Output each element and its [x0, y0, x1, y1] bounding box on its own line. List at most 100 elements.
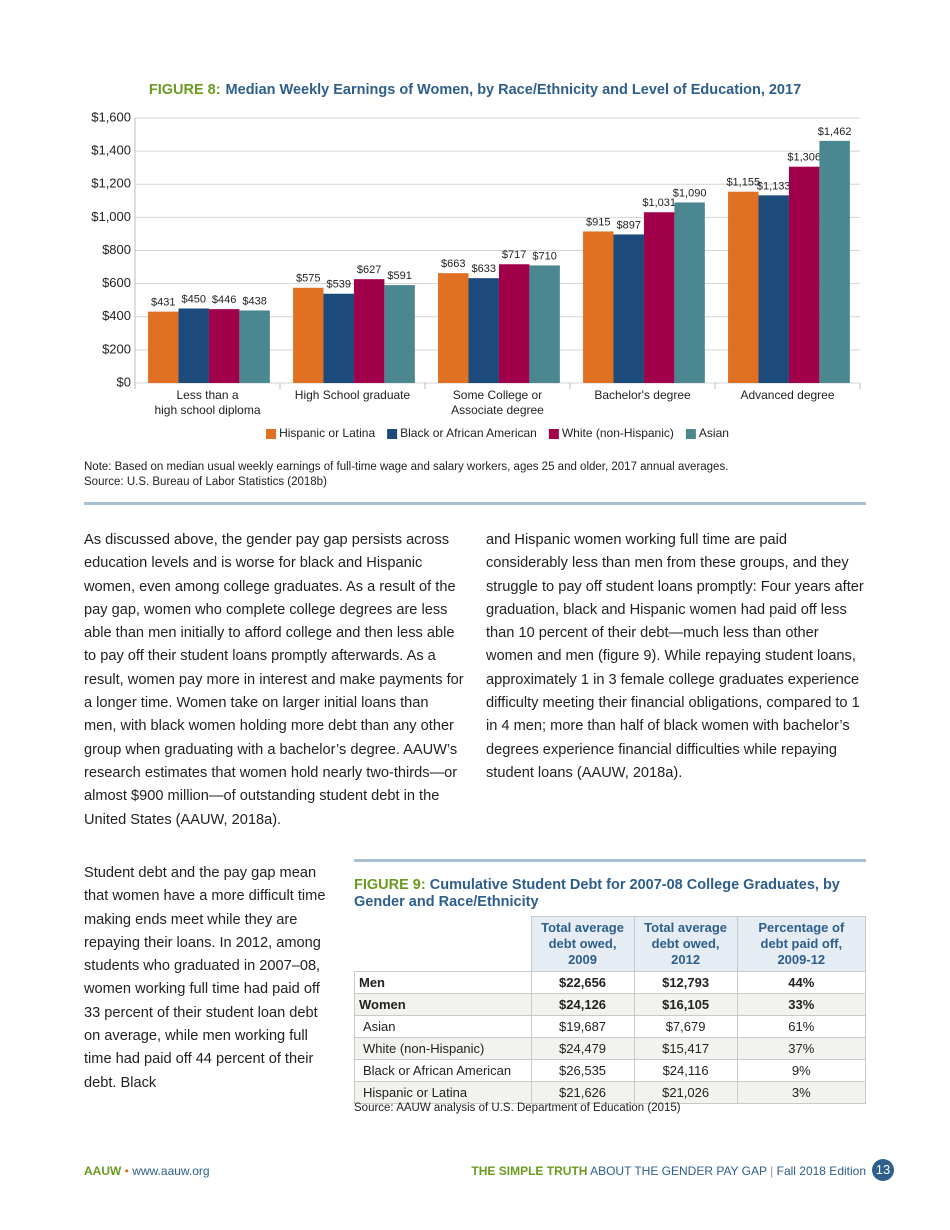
value-label: $1,462	[818, 126, 852, 138]
y-tick-label: $400	[102, 308, 131, 323]
org: AAUW	[84, 1164, 122, 1178]
value-label: $575	[296, 273, 320, 285]
value-label: $438	[242, 295, 266, 307]
legend-label: White (non-Hispanic)	[562, 426, 674, 440]
bar	[529, 265, 560, 383]
paragraph: and Hispanic women working full time are…	[486, 532, 864, 781]
legend: Hispanic or Latina Black or African Ameri…	[266, 426, 729, 440]
table-cell: 3%	[736, 1081, 867, 1104]
bar	[613, 234, 644, 383]
value-label: $1,155	[726, 177, 760, 189]
legend-label: Asian	[699, 426, 729, 440]
legend-swatch	[685, 429, 696, 439]
table-cell: $26,535	[530, 1059, 635, 1082]
bar	[498, 264, 530, 383]
value-label: $915	[586, 216, 610, 228]
bar	[674, 202, 705, 383]
value-label: $450	[181, 293, 205, 305]
page-number: 13	[872, 1159, 894, 1181]
table-cell: 9%	[736, 1059, 867, 1082]
bar	[438, 273, 469, 383]
value-label: $1,090	[673, 187, 707, 199]
y-tick-label: $200	[102, 341, 131, 356]
value-label: $633	[471, 263, 495, 275]
table-cell: $21,026	[633, 1081, 738, 1104]
legend-swatch	[548, 429, 559, 439]
header-cell: Total average debt owed, 2012	[633, 916, 738, 972]
bar	[583, 231, 614, 383]
table-cell: 33%	[736, 993, 867, 1016]
table-cell: Women	[354, 993, 532, 1016]
x-tick-label: Less than a high school diploma	[154, 388, 261, 417]
y-tick-label: $800	[102, 242, 131, 257]
table-source: Source: AAUW analysis of U.S. Department…	[354, 1102, 681, 1114]
value-label: $591	[387, 270, 411, 282]
table-cell: $24,126	[530, 993, 635, 1016]
legend-label: Hispanic or Latina	[279, 426, 375, 440]
paragraph: As discussed above, the gender pay gap p…	[84, 532, 464, 828]
y-tick-label: $1,400	[91, 143, 131, 158]
paragraph: Student debt and the pay gap mean that w…	[84, 865, 326, 1091]
bar	[293, 287, 324, 383]
rule	[354, 859, 866, 862]
chart: FIGURE 8: Median Weekly Earnings of Women…	[91, 82, 861, 440]
x-tick-label: High School graduate	[294, 388, 411, 402]
value-label: $897	[616, 219, 640, 231]
header-row: Total average debt owed, 2009 Total avera…	[354, 916, 867, 972]
value-label: $431	[151, 297, 175, 309]
table-cell: $7,679	[633, 1015, 738, 1038]
table-cell: $21,626	[530, 1081, 635, 1104]
table-cell: 37%	[736, 1037, 867, 1060]
bar	[728, 191, 759, 383]
table-cell: $22,656	[530, 971, 635, 994]
table-row: Asian $19,687 $7,679 61%	[354, 1015, 867, 1038]
table-cell: $12,793	[633, 971, 738, 994]
table-cell: 44%	[736, 971, 867, 994]
footer-right: THE SIMPLE TRUTH ABOUT THE GENDER PAY GA…	[471, 1164, 866, 1178]
value-label: $710	[532, 250, 556, 262]
table-cell: 61%	[736, 1015, 867, 1038]
header-cell: Percentage of debt paid off, 2009-12	[736, 916, 867, 972]
table-row: Black or African American $26,535 $24,116 9…	[354, 1059, 867, 1082]
value-label: $663	[441, 258, 465, 270]
value-label: $539	[326, 279, 350, 291]
bar	[819, 140, 850, 383]
value-label: $1,133	[757, 180, 791, 192]
title-text: Cumulative Student Debt for 2007-08 Coll…	[354, 877, 840, 910]
x-tick-label: Bachelor's degree	[594, 388, 691, 402]
figure-label: FIGURE 8:	[149, 82, 221, 98]
note: Note: Based on median usual weekly earni…	[84, 461, 729, 473]
x-tick-label: Some College or Associate degree	[451, 388, 544, 417]
bar	[788, 166, 820, 383]
table-cell: White (non-Hispanic)	[354, 1037, 532, 1060]
chart-title: FIGURE 8: Median Weekly Earnings of Women…	[149, 82, 801, 98]
bar	[208, 309, 240, 383]
table-cell: $24,479	[530, 1037, 635, 1060]
bar	[384, 285, 415, 383]
bar	[643, 212, 675, 383]
separator: |	[770, 1164, 774, 1178]
bar	[178, 308, 209, 383]
value-label: $627	[357, 264, 381, 276]
table-cell: $24,116	[633, 1059, 738, 1082]
bar	[239, 310, 270, 383]
title-text: Median Weekly Earnings of Women, by Race…	[226, 82, 802, 98]
table-cell: $15,417	[633, 1037, 738, 1060]
y-tick-label: $600	[102, 275, 131, 290]
table-cell: Men	[354, 971, 532, 994]
bar	[148, 311, 179, 383]
value-label: $717	[502, 249, 526, 261]
table-row: Women $24,126 $16,105 33%	[354, 993, 867, 1016]
rule	[84, 502, 866, 505]
table-row: Men $22,656 $12,793 44%	[354, 971, 867, 994]
table-row: White (non-Hispanic) $24,479 $15,417 37%	[354, 1037, 867, 1060]
table-cell: Hispanic or Latina	[354, 1081, 532, 1104]
table-row: Hispanic or Latina $21,626 $21,026 3%	[354, 1081, 867, 1104]
table-cell: Asian	[354, 1015, 532, 1038]
footer-title-rest: ABOUT THE GENDER PAY GAP	[590, 1164, 767, 1178]
legend-label: Black or African American	[400, 426, 537, 440]
legend-swatch	[266, 429, 277, 439]
y-tick-label: $0	[117, 374, 131, 389]
bar	[758, 195, 789, 383]
